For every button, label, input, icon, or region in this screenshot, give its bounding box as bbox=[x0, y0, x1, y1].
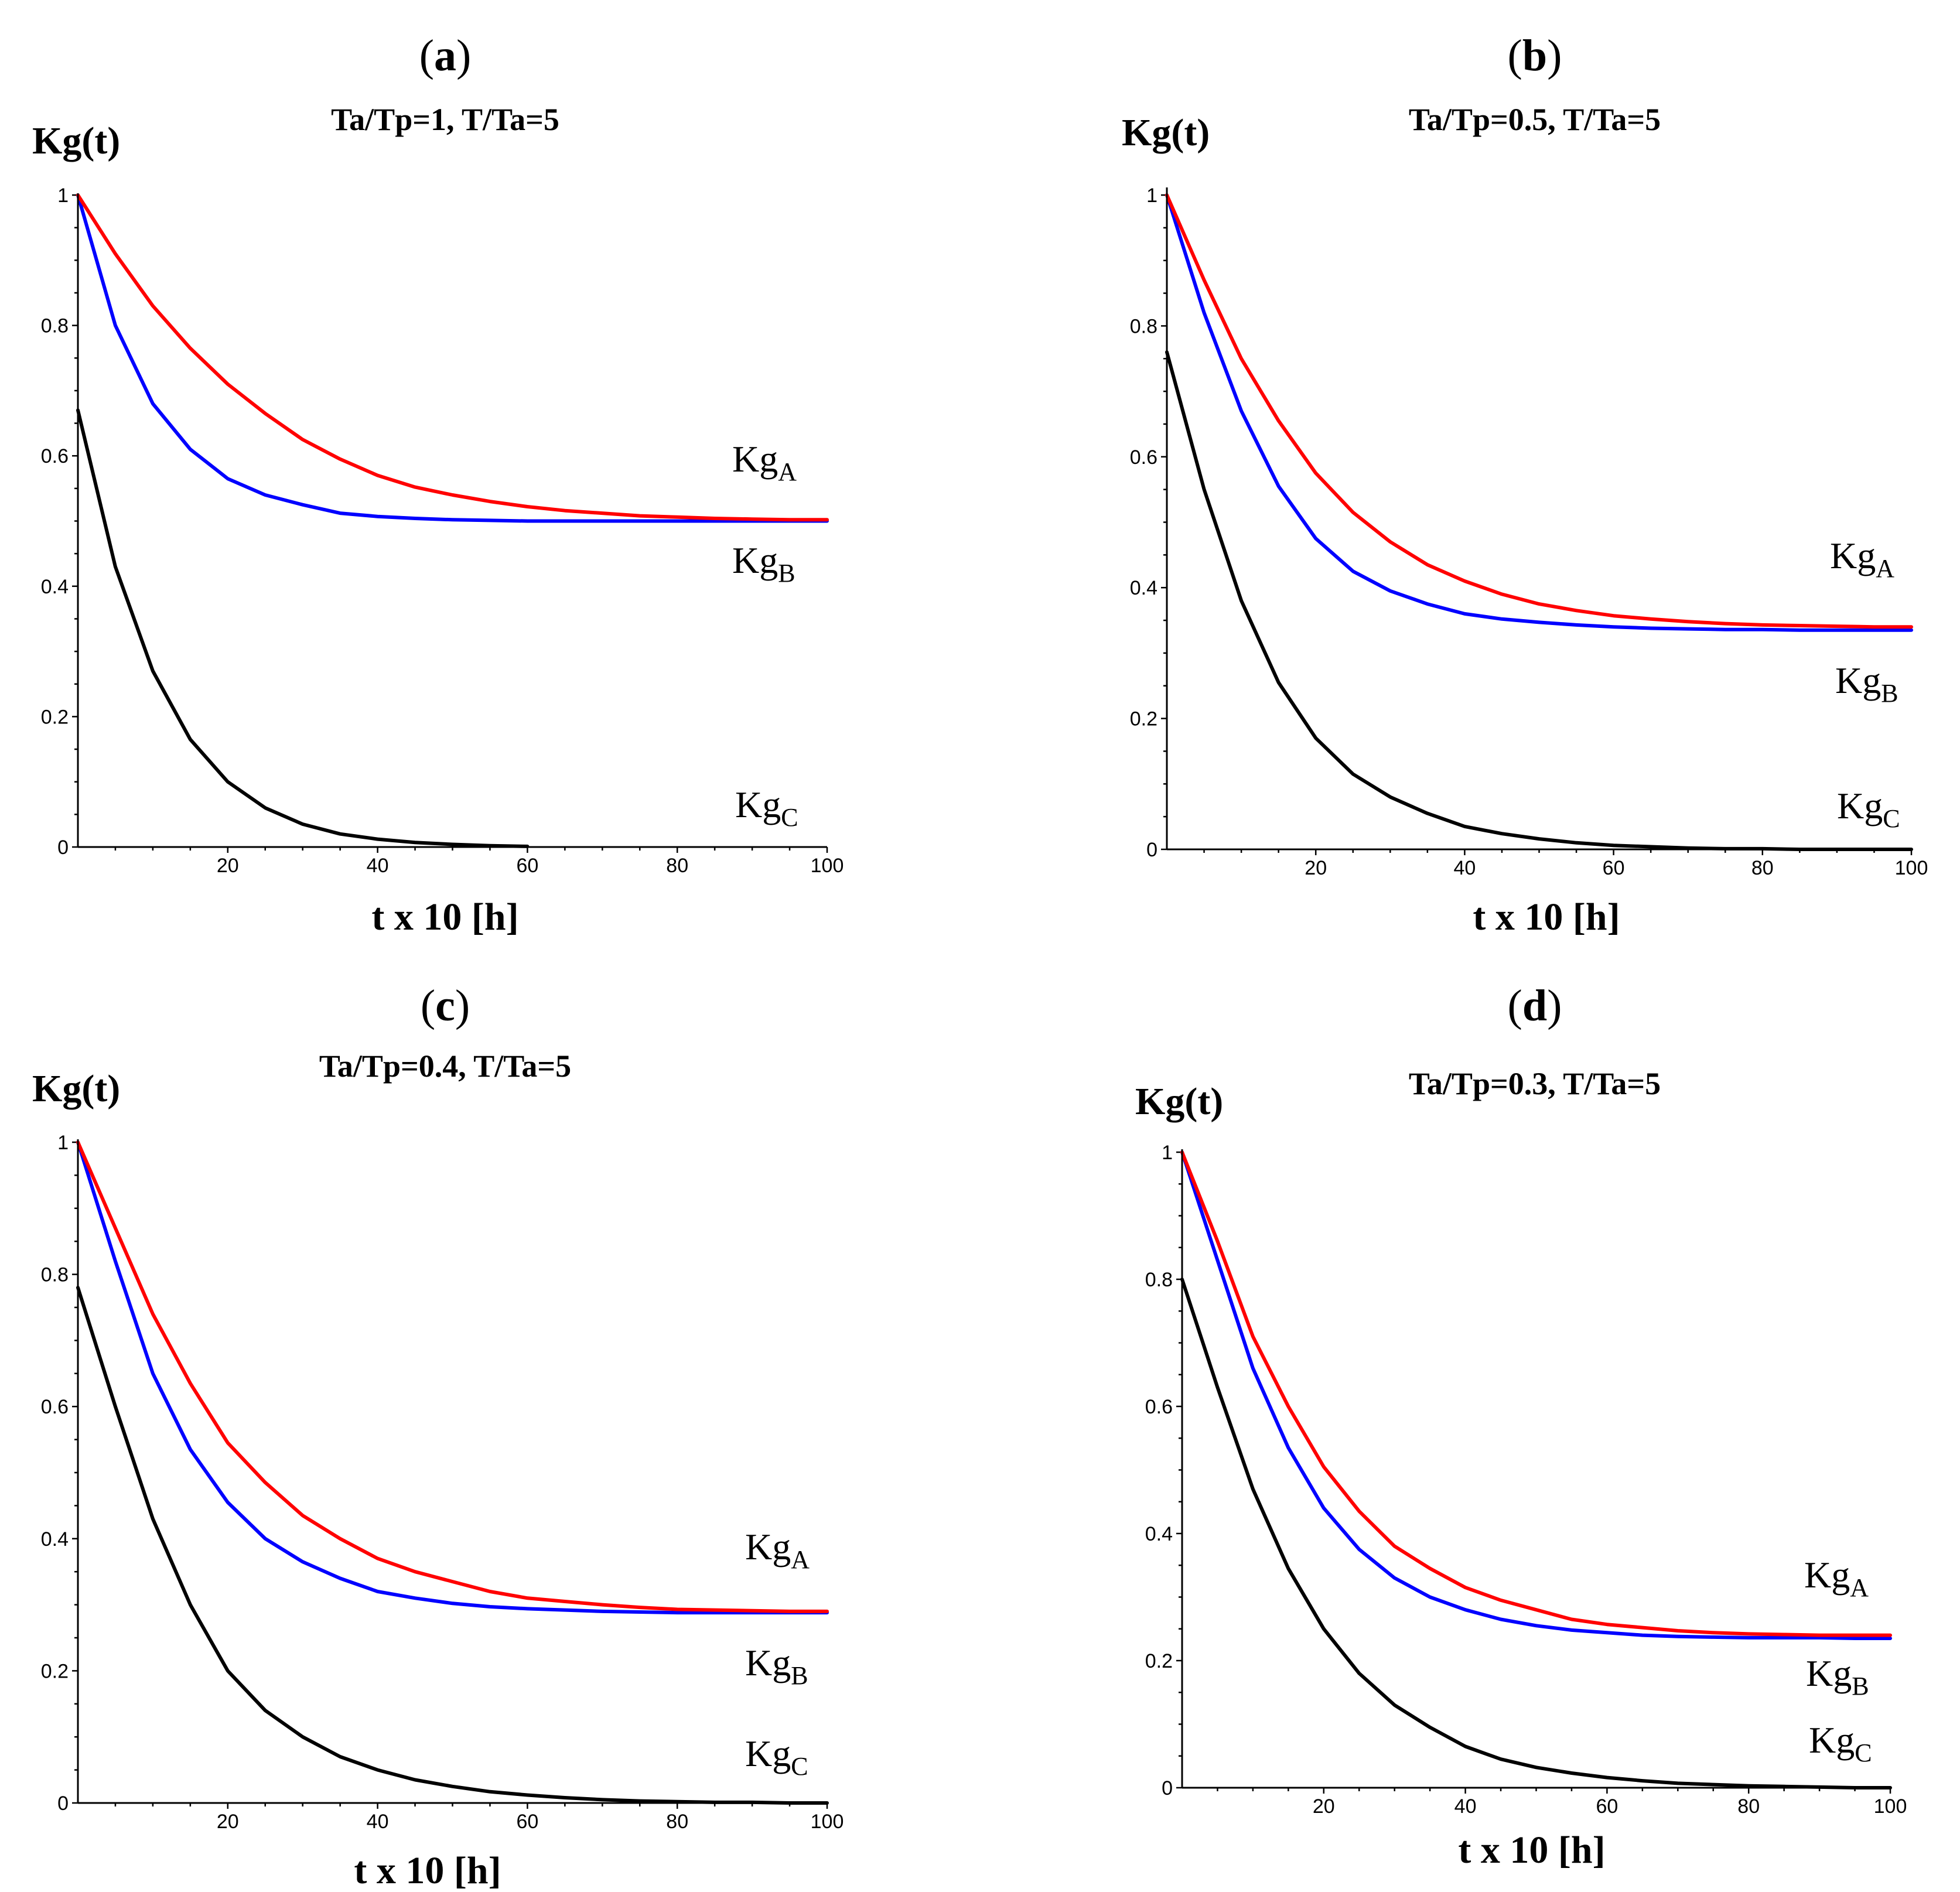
panel-c-curves bbox=[76, 1140, 829, 1805]
panel-b-xtick-label: 100 bbox=[1895, 857, 1928, 879]
panel-d-ytick-label: 0.2 bbox=[1145, 1650, 1173, 1672]
panel-a-series-c bbox=[76, 408, 530, 848]
panel-a-series-a bbox=[76, 193, 829, 522]
panel-d-label-a: KgA bbox=[1804, 1554, 1869, 1602]
panel-a-xtick-label: 80 bbox=[666, 855, 688, 877]
panel-a-xlabel: t x 10 [h] bbox=[371, 896, 518, 938]
panel-c: (c) Ta/Tp=0.4, T/Ta=5 Kg(t) t x 10 [h] 2… bbox=[32, 981, 844, 1892]
panel-d-series-a bbox=[1180, 1150, 1892, 1637]
panel-b-label-a: KgA bbox=[1830, 535, 1894, 583]
panel-d: (d) Ta/Tp=0.3, T/Ta=5 Kg(t) t x 10 [h] 2… bbox=[1135, 981, 1907, 1871]
panel-a-xtick-label: 20 bbox=[217, 855, 239, 877]
panel-c-ylabel: Kg(t) bbox=[32, 1067, 120, 1110]
panel-b-ytick-label: 0.6 bbox=[1130, 446, 1157, 469]
panel-b-subtitle: Ta/Tp=0.5, T/Ta=5 bbox=[1409, 102, 1661, 137]
panel-c-subtitle: Ta/Tp=0.4, T/Ta=5 bbox=[319, 1049, 571, 1084]
panel-c-xtick-label: 20 bbox=[217, 1811, 239, 1833]
panel-d-ytick-label: 0 bbox=[1162, 1777, 1173, 1799]
panel-b-ytick-label: 1 bbox=[1146, 185, 1157, 207]
panel-b-series-c bbox=[1165, 350, 1913, 851]
panel-c-title: (c) bbox=[421, 981, 470, 1030]
panel-c-label-b: KgB bbox=[745, 1642, 808, 1690]
panel-b-ytick-label: 0.4 bbox=[1130, 577, 1157, 599]
panel-b-title: (b) bbox=[1508, 31, 1562, 80]
panel-c-ytick-label: 0.8 bbox=[41, 1264, 69, 1286]
panel-c-label-a: KgA bbox=[745, 1526, 810, 1574]
panel-c-ytick-label: 0.4 bbox=[41, 1528, 69, 1551]
panel-d-ylabel: Kg(t) bbox=[1135, 1080, 1223, 1123]
panel-a: (a) Ta/Tp=1, T/Ta=5 Kg(t) t x 10 [h] 20 4… bbox=[32, 31, 844, 938]
panel-a-ticks: 20 40 60 80 100 0 0.2 0.4 0.6 0.8 1 bbox=[41, 185, 844, 877]
panel-d-series-c bbox=[1180, 1278, 1892, 1789]
panel-a-curves bbox=[76, 193, 829, 848]
panel-c-series-b bbox=[76, 1140, 829, 1615]
panel-b-ytick-label: 0.2 bbox=[1130, 708, 1157, 730]
panel-a-subtitle: Ta/Tp=1, T/Ta=5 bbox=[331, 102, 559, 137]
panel-a-xtick-label: 60 bbox=[516, 855, 538, 877]
panel-a-ytick-label: 0.8 bbox=[41, 315, 69, 337]
panel-d-ytick-label: 0.8 bbox=[1145, 1269, 1173, 1291]
panel-b-label-b: KgB bbox=[1835, 660, 1898, 708]
panel-c-xtick-label: 100 bbox=[811, 1811, 844, 1833]
panel-c-xtick-label: 80 bbox=[666, 1811, 688, 1833]
panel-a-label-a: KgA bbox=[732, 438, 797, 486]
panel-a-ytick-label: 0.4 bbox=[41, 576, 69, 598]
panel-b-xtick-label: 20 bbox=[1305, 857, 1327, 879]
panel-a-label-c: KgC bbox=[735, 784, 798, 832]
panel-c-xlabel: t x 10 [h] bbox=[354, 1849, 501, 1892]
panel-a-xtick-label: 40 bbox=[367, 855, 389, 877]
panel-b: (b) Ta/Tp=0.5, T/Ta=5 Kg(t) t x 10 [h] 2… bbox=[1122, 31, 1928, 938]
panel-c-ytick-label: 0.6 bbox=[41, 1396, 69, 1418]
panel-a-label-b: KgB bbox=[732, 539, 795, 588]
panel-d-ytick-label: 1 bbox=[1162, 1142, 1173, 1164]
panel-c-xtick-label: 60 bbox=[516, 1811, 538, 1833]
panel-b-xtick-label: 60 bbox=[1603, 857, 1625, 879]
panel-a-series-b bbox=[76, 193, 829, 523]
panel-c-ytick-label: 0.2 bbox=[41, 1660, 69, 1682]
panel-b-xtick-label: 40 bbox=[1453, 857, 1476, 879]
panel-a-ytick-label: 0.6 bbox=[41, 445, 69, 467]
panel-d-xtick-label: 20 bbox=[1313, 1795, 1335, 1818]
panel-b-series-b bbox=[1165, 193, 1913, 632]
panel-b-ticks: 20 40 60 80 100 0 0.2 0.4 0.6 0.8 1 bbox=[1130, 185, 1928, 879]
panel-d-subtitle: Ta/Tp=0.3, T/Ta=5 bbox=[1409, 1066, 1661, 1101]
panel-c-ticks: 20 40 60 80 100 0 0.2 0.4 0.6 0.8 1 bbox=[41, 1132, 844, 1833]
panel-c-series-a bbox=[76, 1140, 829, 1613]
panel-d-label-c: KgC bbox=[1809, 1719, 1872, 1767]
panel-d-label-b: KgB bbox=[1806, 1652, 1869, 1700]
panel-a-ytick-label: 0.2 bbox=[41, 706, 69, 728]
panel-d-xtick-label: 80 bbox=[1737, 1795, 1760, 1818]
panel-b-ytick-label: 0.8 bbox=[1130, 315, 1157, 337]
panel-b-xtick-label: 80 bbox=[1751, 857, 1774, 879]
panel-d-title: (d) bbox=[1508, 981, 1562, 1030]
panel-d-curves bbox=[1180, 1150, 1892, 1789]
panel-c-ytick-label: 1 bbox=[57, 1132, 69, 1154]
panel-b-ytick-label: 0 bbox=[1146, 839, 1157, 861]
panel-c-label-c: KgC bbox=[745, 1733, 808, 1781]
panel-a-ylabel: Kg(t) bbox=[32, 119, 120, 162]
panel-d-ytick-label: 0.6 bbox=[1145, 1396, 1173, 1418]
panel-d-series-b bbox=[1180, 1150, 1892, 1640]
panel-d-ticks: 20 40 60 80 100 0 0.2 0.4 0.6 0.8 1 bbox=[1145, 1142, 1907, 1818]
panel-d-ytick-label: 0.4 bbox=[1145, 1523, 1173, 1545]
panel-a-xtick-label: 100 bbox=[811, 855, 844, 877]
panel-b-curves bbox=[1165, 193, 1913, 851]
panel-b-series-a bbox=[1165, 193, 1913, 629]
panel-d-xtick-label: 100 bbox=[1874, 1795, 1907, 1818]
panel-b-label-c: KgC bbox=[1837, 785, 1900, 833]
panel-a-title: (a) bbox=[419, 31, 472, 80]
panel-c-series-c bbox=[76, 1286, 829, 1805]
panel-a-ytick-label: 0 bbox=[57, 836, 69, 859]
panel-a-ytick-label: 1 bbox=[57, 185, 69, 207]
panel-d-xtick-label: 60 bbox=[1596, 1795, 1618, 1818]
panel-b-xlabel: t x 10 [h] bbox=[1473, 896, 1620, 938]
panel-b-ylabel: Kg(t) bbox=[1122, 111, 1210, 154]
panel-c-ytick-label: 0 bbox=[57, 1792, 69, 1815]
panel-d-xlabel: t x 10 [h] bbox=[1458, 1829, 1605, 1871]
panel-d-xtick-label: 40 bbox=[1454, 1795, 1477, 1818]
panel-c-xtick-label: 40 bbox=[367, 1811, 389, 1833]
